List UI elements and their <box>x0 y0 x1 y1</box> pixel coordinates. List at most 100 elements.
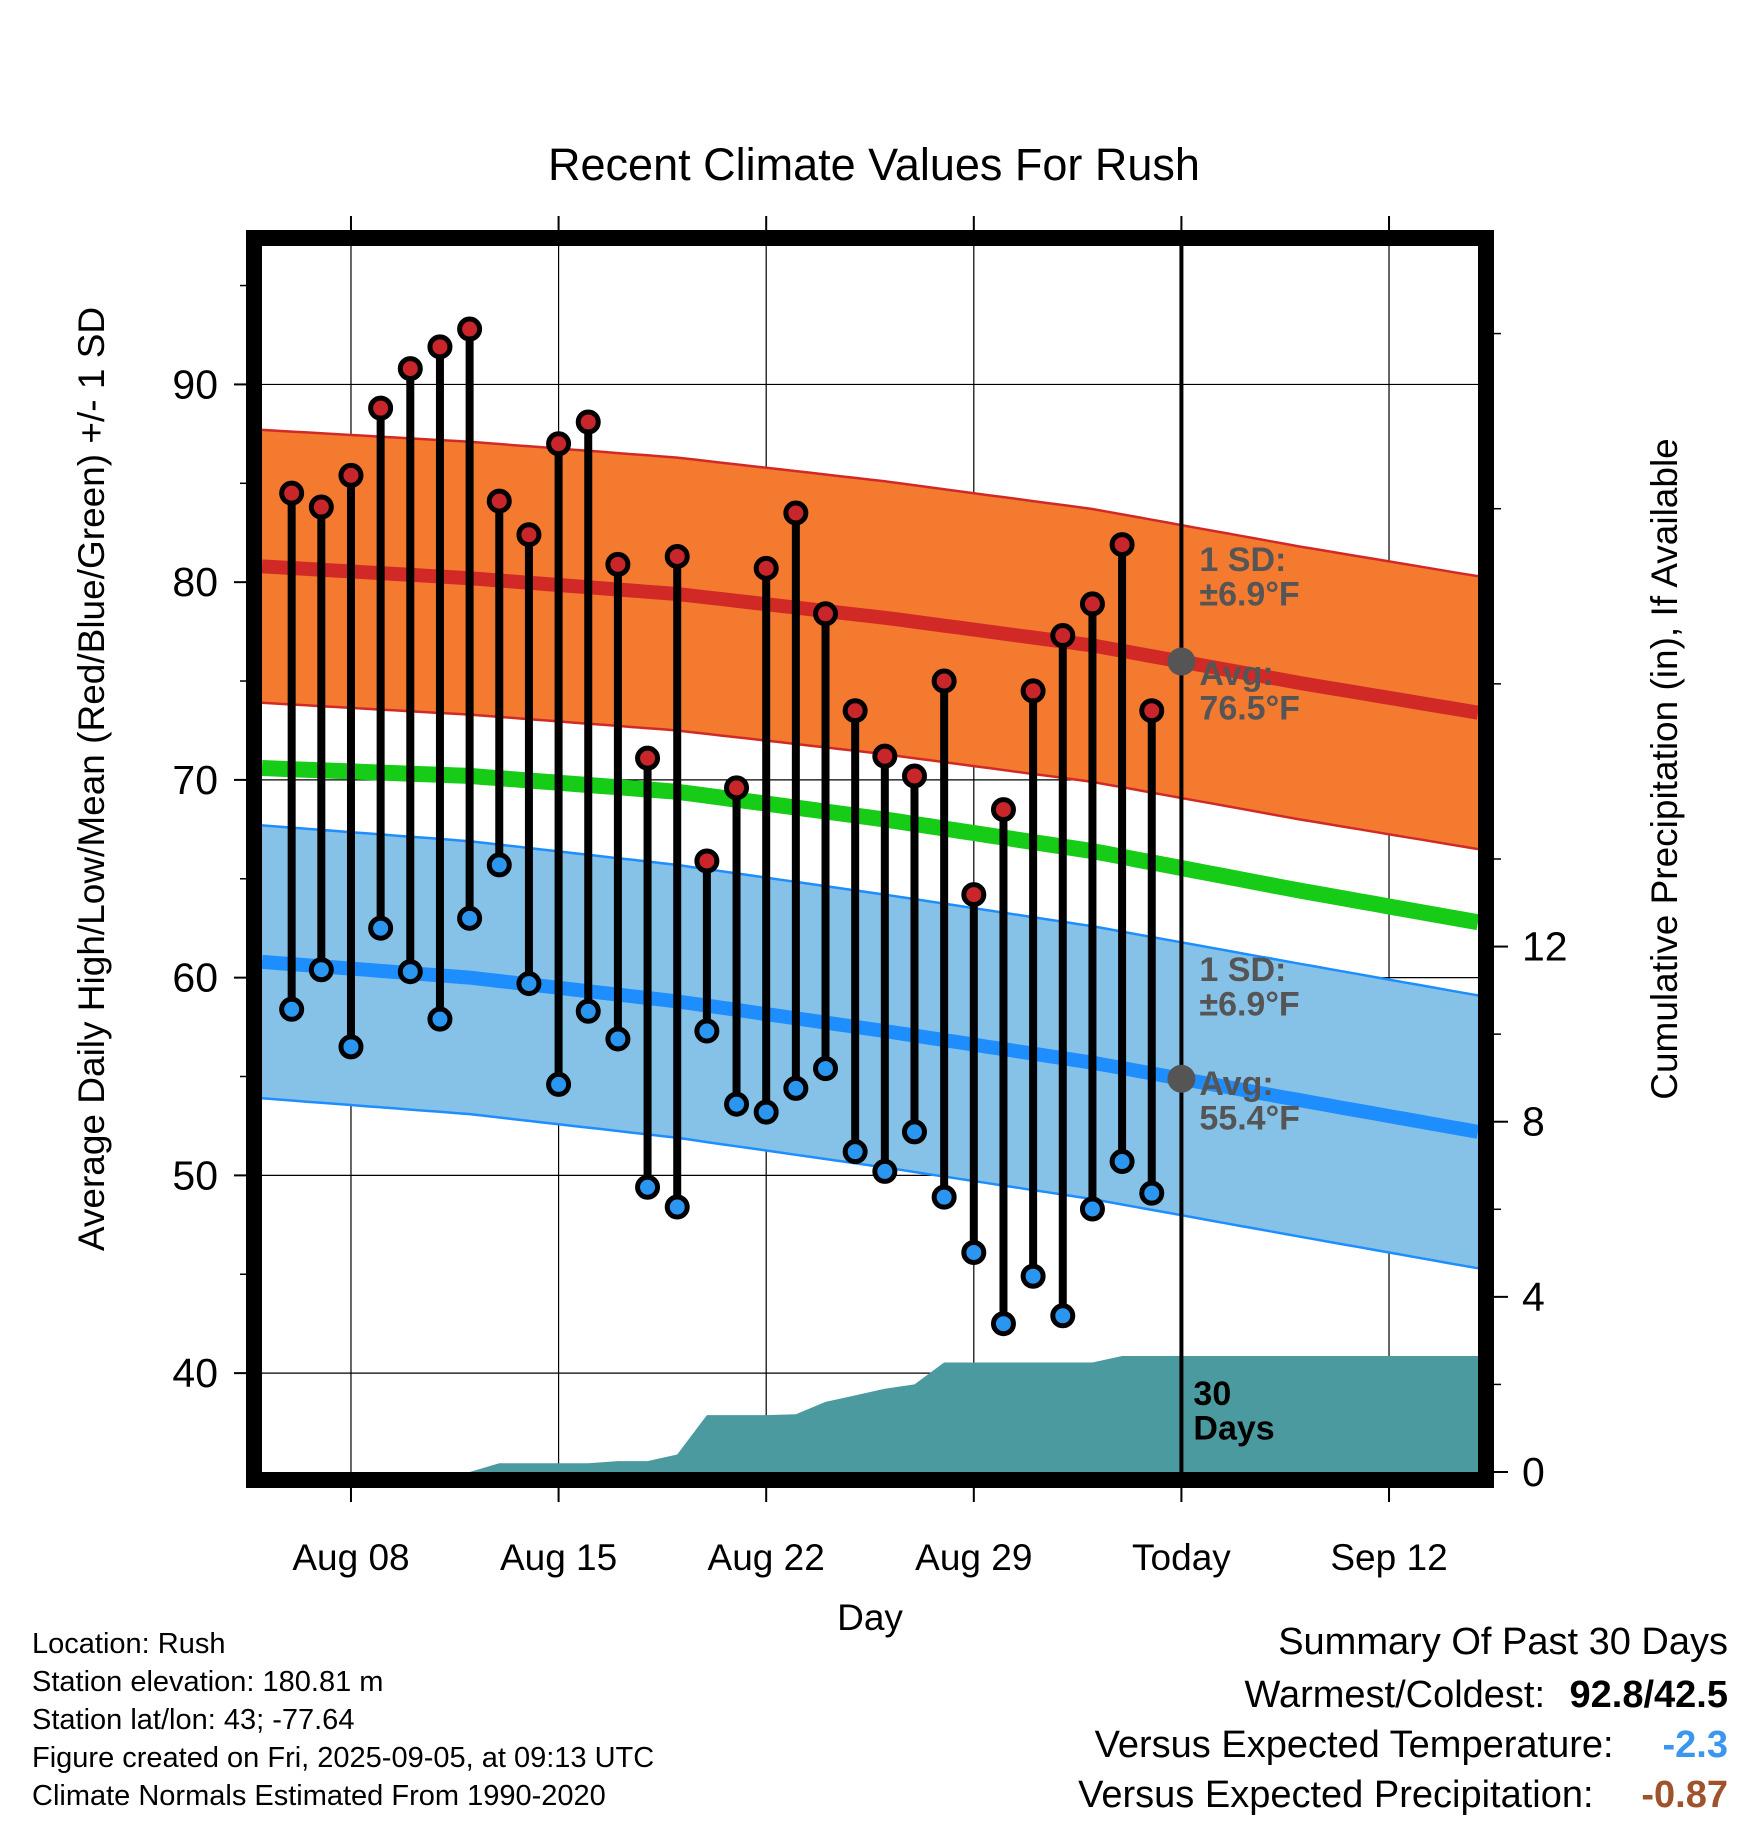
daily-low-point <box>1079 1196 1105 1222</box>
daily-low-point <box>783 1075 809 1101</box>
high-sd-annotation-line: 1 SD: <box>1199 541 1286 579</box>
daily-high-point <box>931 668 957 694</box>
y-tick-label: 70 <box>172 757 218 803</box>
daily-high-point <box>279 480 305 506</box>
x-tick-label: Aug 08 <box>292 1537 409 1578</box>
daily-high-point <box>694 848 720 874</box>
today-avg-low-dot <box>1167 1064 1196 1093</box>
precip-value: -0.87 <box>1641 1774 1728 1816</box>
daily-high-point <box>901 763 927 789</box>
high-sd-annotation-line: ±6.9°F <box>1199 576 1299 614</box>
x-tick-label: Aug 29 <box>915 1537 1032 1578</box>
low-sd-annotation-line: ±6.9°F <box>1199 986 1299 1024</box>
daily-low-point <box>664 1194 690 1220</box>
daily-low-point <box>1139 1180 1165 1206</box>
y-tick-label: 80 <box>172 559 218 605</box>
low-avg-annotation: Avg: 55.4°F <box>1199 1065 1300 1138</box>
x-axis-title: Day <box>837 1597 903 1638</box>
x-tick-label: Aug 22 <box>708 1537 825 1578</box>
daily-low-point <box>338 1034 364 1060</box>
daily-low-point <box>1020 1263 1046 1289</box>
daily-high-point <box>813 601 839 627</box>
low-band-lower <box>262 1097 1478 1270</box>
daily-low-point <box>575 998 601 1024</box>
low-avg-annotation-line: Avg: <box>1199 1065 1273 1103</box>
daily-high-point <box>427 334 453 360</box>
low-sd-annotation-line: 1 SD: <box>1199 951 1286 989</box>
precip-area <box>262 1356 1478 1472</box>
high-band-upper <box>262 428 1478 578</box>
y2-tick-label: 0 <box>1522 1449 1545 1495</box>
daily-high-point <box>486 488 512 514</box>
daily-low-point <box>605 1026 631 1052</box>
summary-warmest: Warmest/Coldest: 92.8/42.5 <box>1245 1670 1729 1728</box>
daily-high-point <box>1139 698 1165 724</box>
daily-low-point <box>427 1006 453 1032</box>
high-avg-annotation-line: 76.5°F <box>1199 690 1300 728</box>
precip-label: Versus Expected Precipitation: <box>1078 1774 1594 1816</box>
daily-low-point <box>486 852 512 878</box>
low-sd-annotation: 1 SD: ±6.9°F <box>1199 951 1299 1024</box>
y2-tick-label: 4 <box>1522 1274 1545 1320</box>
summary-title: Summary Of Past 30 Days <box>1278 1621 1728 1663</box>
daily-low-point <box>368 915 394 941</box>
low-band-upper <box>262 824 1478 997</box>
daily-high-point <box>724 775 750 801</box>
daily-low-point <box>990 1311 1016 1337</box>
daily-low-point <box>724 1091 750 1117</box>
summary-temp: Versus Expected Temperature: -2.3 <box>1095 1720 1728 1778</box>
daily-high-point <box>308 494 334 520</box>
location-text: Location: Rush <box>32 1628 226 1660</box>
daily-high-point <box>457 316 483 342</box>
daily-low-point <box>813 1056 839 1082</box>
high-avg-annotation-line: Avg: <box>1199 655 1273 693</box>
y-tick-label: 50 <box>172 1152 218 1198</box>
daily-low-point <box>1109 1149 1135 1175</box>
y-tick-label: 90 <box>172 361 218 407</box>
daily-high-point <box>635 745 661 771</box>
daily-high-point <box>1109 532 1135 558</box>
daily-low-point <box>516 971 542 997</box>
y2-tick-label: 8 <box>1522 1099 1545 1145</box>
daily-high-point <box>546 431 572 457</box>
daily-high-point <box>872 743 898 769</box>
daily-low-point <box>546 1071 572 1097</box>
daily-low-point <box>842 1139 868 1165</box>
daily-high-point <box>1050 623 1076 649</box>
daily-low-point <box>901 1119 927 1145</box>
daily-high-point <box>368 395 394 421</box>
daily-high-point <box>516 522 542 548</box>
avg-mean-line <box>262 760 1478 931</box>
y-tick-label: 60 <box>172 955 218 1001</box>
plot-frame <box>246 230 1494 1488</box>
x-tick-label: Sep 12 <box>1330 1537 1447 1578</box>
daily-low-point <box>872 1158 898 1184</box>
daily-low-point <box>635 1174 661 1200</box>
x-tick-label: Aug 15 <box>500 1537 617 1578</box>
high-avg-annotation: Avg: 76.5°F <box>1199 655 1300 728</box>
low-sd-band <box>262 825 1478 1269</box>
y2-tick-label: 12 <box>1522 924 1568 970</box>
daily-high-point <box>842 698 868 724</box>
daily-high-point <box>664 543 690 569</box>
y-axis-title: Average Daily High/Low/Mean (Red/Blue/Gr… <box>71 307 112 1251</box>
daily-high-point <box>1020 678 1046 704</box>
temp-label: Versus Expected Temperature: <box>1094 1724 1614 1766</box>
daily-low-point <box>279 996 305 1022</box>
created-text: Figure created on Fri, 2025-09-05, at 09… <box>32 1742 655 1774</box>
summary-precip: Versus Expected Precipitation: -0.87 <box>1078 1770 1728 1828</box>
days-annotation-line: 30 <box>1193 1375 1231 1413</box>
daily-high-point <box>961 882 987 908</box>
daily-low-point <box>694 1018 720 1044</box>
summary-panel: Summary Of Past 30 Days <box>1278 1618 1728 1666</box>
days-annotation-line: Days <box>1193 1410 1274 1448</box>
daily-high-point <box>1079 591 1105 617</box>
avg-high-line <box>262 559 1478 720</box>
daily-high-point <box>605 551 631 577</box>
days-annotation: 30 Days <box>1193 1375 1274 1448</box>
temp-value: -2.3 <box>1662 1724 1728 1766</box>
daily-low-point <box>397 959 423 985</box>
